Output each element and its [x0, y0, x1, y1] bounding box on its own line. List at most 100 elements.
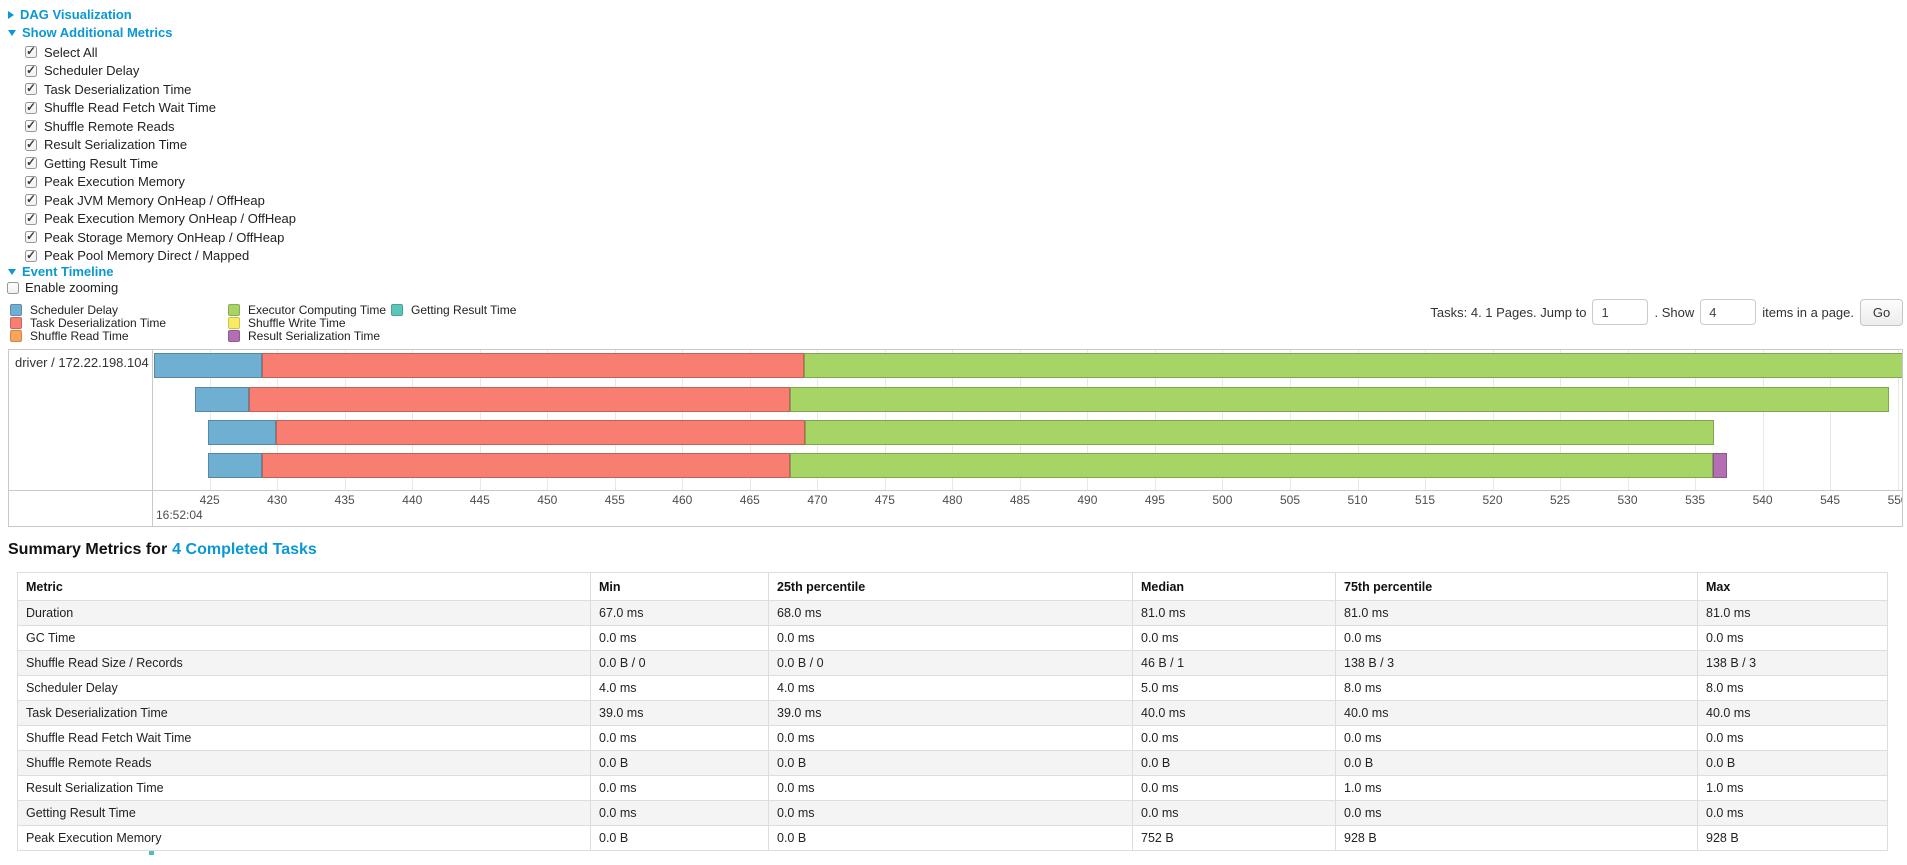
checkbox-peak-pool-memory-direct-mapped[interactable]: ✓ [25, 249, 37, 262]
scheduler-delay-bar-segment[interactable] [154, 353, 263, 378]
scheduler-delay-bar-segment[interactable] [208, 420, 276, 445]
metric-list-item: ✓ Scheduler Delay [25, 62, 296, 81]
tick-label: 465 [739, 493, 760, 507]
metric-name-cell: Result Serialization Time [17, 775, 591, 801]
checkbox-peak-jvm-memory-onheap-offheap[interactable]: ✓ [25, 193, 37, 207]
metric-value-cell: 0.0 ms [590, 775, 769, 801]
legend-item-task-deserialization-time: Task Deserialization Time [10, 316, 166, 330]
column-header-median: Median [1132, 572, 1336, 601]
tick-label: 550 [1887, 493, 1902, 507]
metric-checkbox-label: Peak Pool Memory Direct / Mapped [44, 248, 250, 264]
metric-name-cell: GC Time [17, 625, 591, 651]
tick-label: 485 [1009, 493, 1030, 507]
checkbox-getting-result-time[interactable]: ✓ [25, 156, 37, 170]
metric-checkbox-label: Getting Result Time [44, 155, 159, 171]
metric-value-cell: 40.0 ms [1132, 700, 1336, 726]
tick-label: 530 [1617, 493, 1638, 507]
column-header-25th-percentile: 25th percentile [768, 572, 1133, 601]
tasks-page-count-text: Tasks: 4. 1 Pages. Jump to [1430, 304, 1587, 320]
result-serialization-bar-segment[interactable] [1712, 453, 1728, 478]
task-deserialization-bar-segment[interactable] [262, 353, 804, 378]
scheduler-delay-bar-segment[interactable] [194, 387, 249, 412]
checkbox-scheduler-delay[interactable]: ✓ [25, 64, 37, 77]
metric-value-cell: 0.0 ms [590, 625, 769, 651]
metric-value-cell: 40.0 ms [1335, 700, 1698, 726]
task-deserialization-bar-segment[interactable] [262, 453, 791, 478]
metric-value-cell: 81.0 ms [1697, 600, 1888, 626]
metric-value-cell: 1.0 ms [1335, 775, 1698, 801]
metric-checkbox-label: Peak Storage Memory OnHeap / OffHeap [44, 229, 285, 245]
expanded-arrow-icon [8, 29, 16, 36]
metric-value-cell: 0.0 ms [1132, 625, 1336, 651]
metric-value-cell: 0.0 ms [1335, 625, 1698, 651]
metric-list-item: ✓ Peak Execution Memory OnHeap / OffHeap [25, 210, 296, 229]
column-header-max: Max [1697, 572, 1888, 601]
checkbox-peak-execution-memory[interactable]: ✓ [25, 173, 37, 188]
check-icon: ✓ [26, 118, 37, 133]
items-per-page-input[interactable] [1700, 299, 1757, 325]
enable-zooming-label: Enable zooming [25, 280, 119, 295]
completed-tasks-link[interactable]: 4 Completed Tasks [172, 541, 317, 558]
tick-label: 490 [1077, 493, 1098, 507]
shuffle-write-time-swatch-icon [228, 317, 240, 330]
task-deserialization-bar-segment[interactable] [275, 420, 806, 445]
metric-list-item: ✓ Peak Execution Memory [25, 173, 296, 192]
checkbox-select-all[interactable]: ✓ [25, 45, 37, 59]
metric-name-cell: Shuffle Remote Reads [17, 750, 591, 776]
executor-computing-bar-segment[interactable] [805, 420, 1714, 445]
executor-computing-bar-segment[interactable] [790, 387, 1890, 412]
checkbox-peak-storage-memory-onheap-offheap[interactable]: ✓ [25, 230, 37, 244]
tick-label: 460 [672, 493, 693, 507]
metric-value-cell: 1.0 ms [1697, 775, 1888, 801]
legend-label: Scheduler Delay [30, 302, 119, 317]
metric-value-cell: 81.0 ms [1132, 600, 1336, 626]
metric-value-cell: 0.0 ms [1132, 800, 1336, 826]
enable-zooming-checkbox[interactable] [7, 281, 19, 294]
metric-value-cell: 8.0 ms [1335, 675, 1698, 701]
legend-column: Getting Result Time [391, 303, 516, 317]
show-additional-metrics-label: Show Additional Metrics [22, 25, 173, 40]
task-deserialization-time-swatch-icon [10, 317, 22, 330]
column-header-min: Min [590, 572, 769, 601]
metric-value-cell: 0.0 ms [1335, 725, 1698, 751]
jump-to-page-input[interactable] [1592, 299, 1649, 325]
metric-checkbox-label: Task Deserialization Time [44, 81, 192, 97]
checkbox-task-deserialization-time[interactable]: ✓ [25, 82, 37, 96]
dag-visualization-toggle[interactable]: DAG Visualization [8, 7, 132, 22]
items-in-page-text: items in a page. [1762, 304, 1854, 320]
timeline-divider [152, 350, 153, 526]
checkbox-peak-execution-memory-onheap-offheap[interactable]: ✓ [25, 212, 37, 225]
scheduler-delay-swatch-icon [10, 303, 22, 316]
metric-value-cell: 46 B / 1 [1132, 650, 1336, 676]
metric-value-cell: 0.0 ms [1132, 725, 1336, 751]
metric-value-cell: 0.0 B [1132, 750, 1336, 776]
event-timeline-toggle[interactable]: Event Timeline [8, 264, 114, 279]
metric-value-cell: 0.0 ms [1132, 775, 1336, 801]
checkbox-shuffle-remote-reads[interactable]: ✓ [25, 118, 37, 133]
legend-label: Shuffle Read Time [30, 329, 129, 344]
scheduler-delay-bar-segment[interactable] [208, 453, 263, 478]
metric-value-cell: 0.0 B [1697, 750, 1888, 776]
check-icon: ✓ [26, 173, 37, 188]
tick-label: 480 [942, 493, 963, 507]
show-additional-metrics-toggle[interactable]: Show Additional Metrics [8, 25, 172, 40]
metric-list-item: ✓ Peak Pool Memory Direct / Mapped [25, 247, 296, 266]
tick-label: 440 [402, 493, 423, 507]
metric-value-cell: 8.0 ms [1697, 675, 1888, 701]
executor-computing-bar-segment[interactable] [790, 453, 1713, 478]
metric-value-cell: 39.0 ms [768, 700, 1133, 726]
task-deserialization-bar-segment[interactable] [248, 387, 791, 412]
tick-label: 455 [604, 493, 625, 507]
metric-list-item: ✓ Peak Storage Memory OnHeap / OffHeap [25, 228, 296, 247]
dag-visualization-label: DAG Visualization [20, 7, 132, 22]
executor-computing-bar-segment[interactable] [803, 353, 1902, 378]
show-text: . Show [1654, 304, 1695, 320]
clipped-next-section-fragment [149, 851, 154, 855]
legend-item-shuffle-read-time: Shuffle Read Time [10, 329, 166, 344]
metric-row-shuffle-remote-reads: Shuffle Remote Reads 0.0 B 0.0 B 0.0 B 0.0 B… [17, 750, 1888, 776]
metric-list-item: ✓ Shuffle Remote Reads [25, 117, 296, 136]
checkbox-result-serialization-time[interactable]: ✓ [25, 138, 37, 151]
go-button[interactable]: Go [1860, 298, 1903, 326]
checkbox-shuffle-read-fetch-wait-time[interactable]: ✓ [25, 101, 37, 114]
